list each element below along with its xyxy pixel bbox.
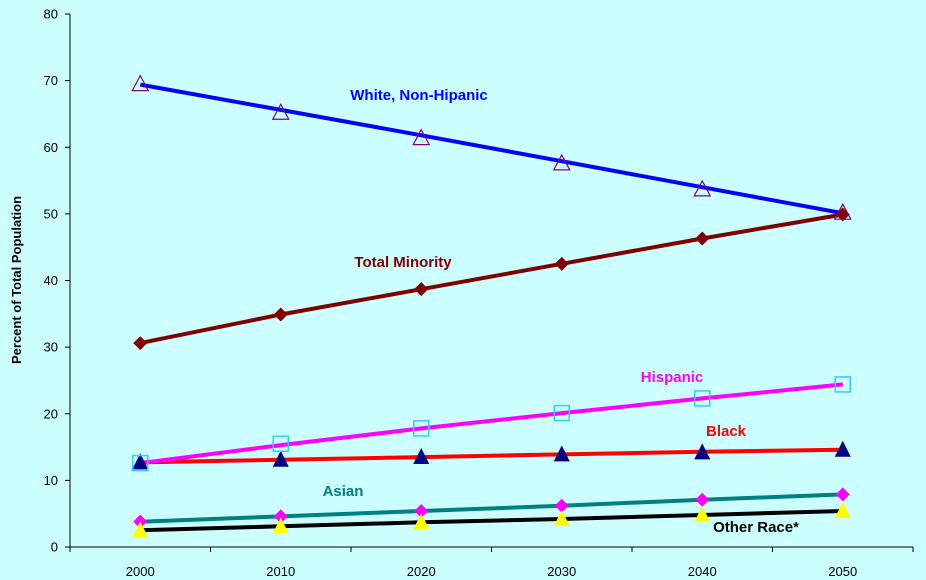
data-point <box>553 510 570 527</box>
y-axis-title: Percent of Total Population <box>9 196 24 364</box>
x-tick-label: 2050 <box>828 564 857 579</box>
series-label: Asian <box>323 483 364 500</box>
data-point <box>271 102 290 120</box>
x-tick-label: 2010 <box>266 564 295 579</box>
series-label: Hispanic <box>641 369 704 386</box>
data-point <box>131 74 150 92</box>
data-point <box>413 513 430 530</box>
data-point <box>272 450 289 467</box>
y-tick-label: 70 <box>44 73 58 88</box>
data-point <box>412 128 431 146</box>
series-labels: White, Non-Hipanic Total Minority Hispanic… <box>323 87 800 536</box>
x-tick-label: 2020 <box>407 564 436 579</box>
data-point <box>132 521 149 538</box>
series-line <box>139 212 844 346</box>
data-point <box>834 440 851 457</box>
series-label: White, Non-Hipanic <box>350 87 488 104</box>
data-point <box>273 509 288 524</box>
data-point <box>272 517 289 534</box>
x-tick-label: 2000 <box>126 564 155 579</box>
data-point <box>413 448 430 465</box>
data-point <box>414 504 429 519</box>
x-tick-label: 2030 <box>547 564 576 579</box>
data-point <box>552 153 571 171</box>
data-point <box>553 445 570 462</box>
data-point <box>132 453 149 470</box>
data-point <box>554 256 569 271</box>
data-point <box>554 498 569 513</box>
data-point <box>132 454 149 472</box>
series-line <box>140 509 843 533</box>
data-point <box>834 376 851 393</box>
y-tick-label: 30 <box>44 340 58 355</box>
data-point <box>834 502 851 519</box>
data-point <box>694 390 711 407</box>
series-line <box>140 447 843 465</box>
data-point <box>414 282 429 297</box>
data-point <box>835 487 850 502</box>
y-tick-label: 60 <box>44 140 58 155</box>
series-label: Black <box>706 423 747 440</box>
data-point <box>694 506 711 523</box>
data-point <box>553 404 570 422</box>
data-point <box>273 307 288 322</box>
y-tick-label: 80 <box>44 7 58 22</box>
x-tick-label: 2040 <box>688 564 717 579</box>
series-line <box>140 382 843 466</box>
y-tick-label: 50 <box>44 206 58 221</box>
data-point <box>695 231 710 246</box>
data-point <box>833 202 852 220</box>
data-point <box>272 435 289 452</box>
series-line <box>139 82 844 216</box>
data-point <box>133 336 148 351</box>
series-label: Other Race* <box>713 519 799 536</box>
plot-area <box>131 74 852 538</box>
data-point <box>694 443 711 460</box>
data-point <box>693 179 712 197</box>
series-line <box>140 492 843 524</box>
y-tick-label: 0 <box>51 540 58 555</box>
y-tick-label: 10 <box>44 473 58 488</box>
series-label: Total Minority <box>354 254 452 271</box>
data-point <box>413 420 430 437</box>
data-point <box>695 492 710 507</box>
y-tick-label: 20 <box>44 406 58 421</box>
y-tick-label: 40 <box>44 273 58 288</box>
